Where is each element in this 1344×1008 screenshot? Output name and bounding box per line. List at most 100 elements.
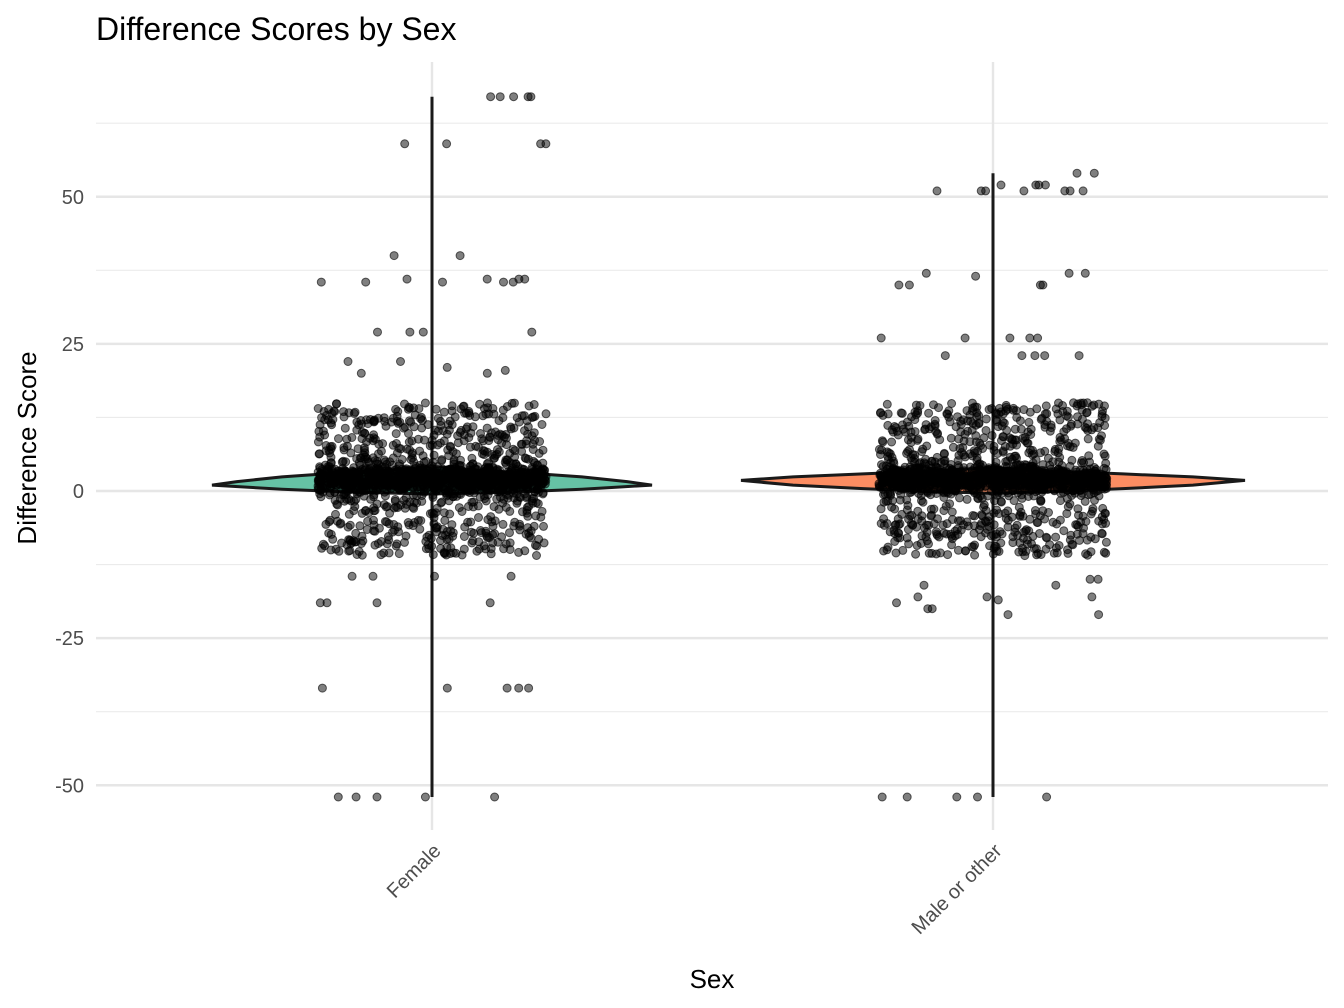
data-point <box>432 472 442 482</box>
data-point <box>356 539 366 548</box>
data-point <box>405 476 415 485</box>
data-point <box>342 434 352 444</box>
data-point <box>877 460 886 470</box>
data-point <box>416 414 426 424</box>
data-point <box>1097 409 1107 419</box>
data-point <box>946 460 956 469</box>
data-point <box>910 427 920 437</box>
data-point <box>945 480 955 490</box>
data-point <box>1040 409 1050 419</box>
data-point <box>1035 280 1045 290</box>
data-point <box>380 517 390 526</box>
data-point <box>1091 480 1101 489</box>
data-point <box>425 441 435 451</box>
data-point <box>513 473 523 483</box>
data-point <box>424 530 434 540</box>
data-point <box>1077 481 1087 491</box>
data-point <box>498 519 508 529</box>
data-point <box>1090 495 1099 505</box>
data-point <box>982 592 992 602</box>
data-point <box>430 425 440 435</box>
data-point <box>894 280 904 290</box>
data-point <box>1015 510 1025 520</box>
data-point <box>927 510 937 520</box>
data-point <box>896 408 906 418</box>
data-point <box>1040 446 1050 456</box>
data-point <box>922 520 932 530</box>
data-point <box>921 532 931 542</box>
data-point <box>427 541 437 551</box>
data-point <box>395 459 405 469</box>
data-point <box>505 479 515 489</box>
data-point <box>321 474 331 483</box>
data-point <box>1021 463 1031 473</box>
data-point <box>966 480 975 490</box>
data-point <box>440 474 450 484</box>
data-point <box>391 429 401 439</box>
data-point <box>977 510 987 520</box>
data-point <box>532 460 542 470</box>
data-point <box>541 139 551 149</box>
data-point <box>1040 468 1050 478</box>
data-point <box>497 430 507 440</box>
data-point <box>1008 439 1018 449</box>
data-point <box>444 534 454 544</box>
data-point <box>1067 455 1077 465</box>
data-point <box>1028 458 1038 468</box>
data-point <box>476 429 485 438</box>
data-point <box>406 455 416 464</box>
data-point <box>364 508 374 518</box>
data-point <box>508 277 518 287</box>
data-point <box>932 186 942 196</box>
data-point <box>468 422 478 432</box>
data-point <box>412 491 422 501</box>
data-point <box>391 404 401 414</box>
data-point <box>537 420 547 429</box>
data-point <box>1015 416 1025 426</box>
data-point <box>1003 481 1013 490</box>
data-point <box>998 417 1008 427</box>
data-point <box>904 421 914 431</box>
data-point <box>354 420 364 430</box>
data-point <box>904 539 914 549</box>
data-point <box>947 531 957 541</box>
data-point <box>537 506 547 516</box>
data-point <box>1060 186 1070 196</box>
data-point <box>443 419 453 429</box>
data-point <box>345 546 355 555</box>
data-point <box>1001 402 1011 412</box>
data-point <box>527 327 537 337</box>
data-point <box>919 580 929 590</box>
data-point <box>538 479 548 488</box>
data-point <box>439 436 449 446</box>
data-point <box>998 447 1008 457</box>
data-point <box>972 402 982 412</box>
data-point <box>903 435 913 445</box>
data-point <box>1073 399 1083 409</box>
data-point <box>347 537 357 547</box>
data-point <box>1042 792 1052 802</box>
data-point <box>331 509 340 519</box>
data-point <box>539 521 548 531</box>
data-point <box>447 478 457 488</box>
data-point <box>971 271 981 281</box>
data-point <box>911 549 921 559</box>
data-point <box>1087 592 1097 602</box>
data-point <box>980 516 990 526</box>
data-point <box>534 534 544 544</box>
data-point <box>469 497 479 507</box>
data-point <box>479 446 488 455</box>
data-point <box>1028 480 1038 490</box>
data-point <box>415 524 425 534</box>
data-point <box>943 409 952 419</box>
y-tick-label: 0 <box>73 481 84 503</box>
data-point <box>929 400 938 410</box>
data-point <box>1055 415 1065 425</box>
data-point <box>1072 168 1082 178</box>
data-point <box>442 139 452 149</box>
data-point <box>466 517 476 527</box>
data-point <box>1093 574 1103 584</box>
data-point <box>522 436 532 446</box>
data-point <box>1054 444 1064 454</box>
